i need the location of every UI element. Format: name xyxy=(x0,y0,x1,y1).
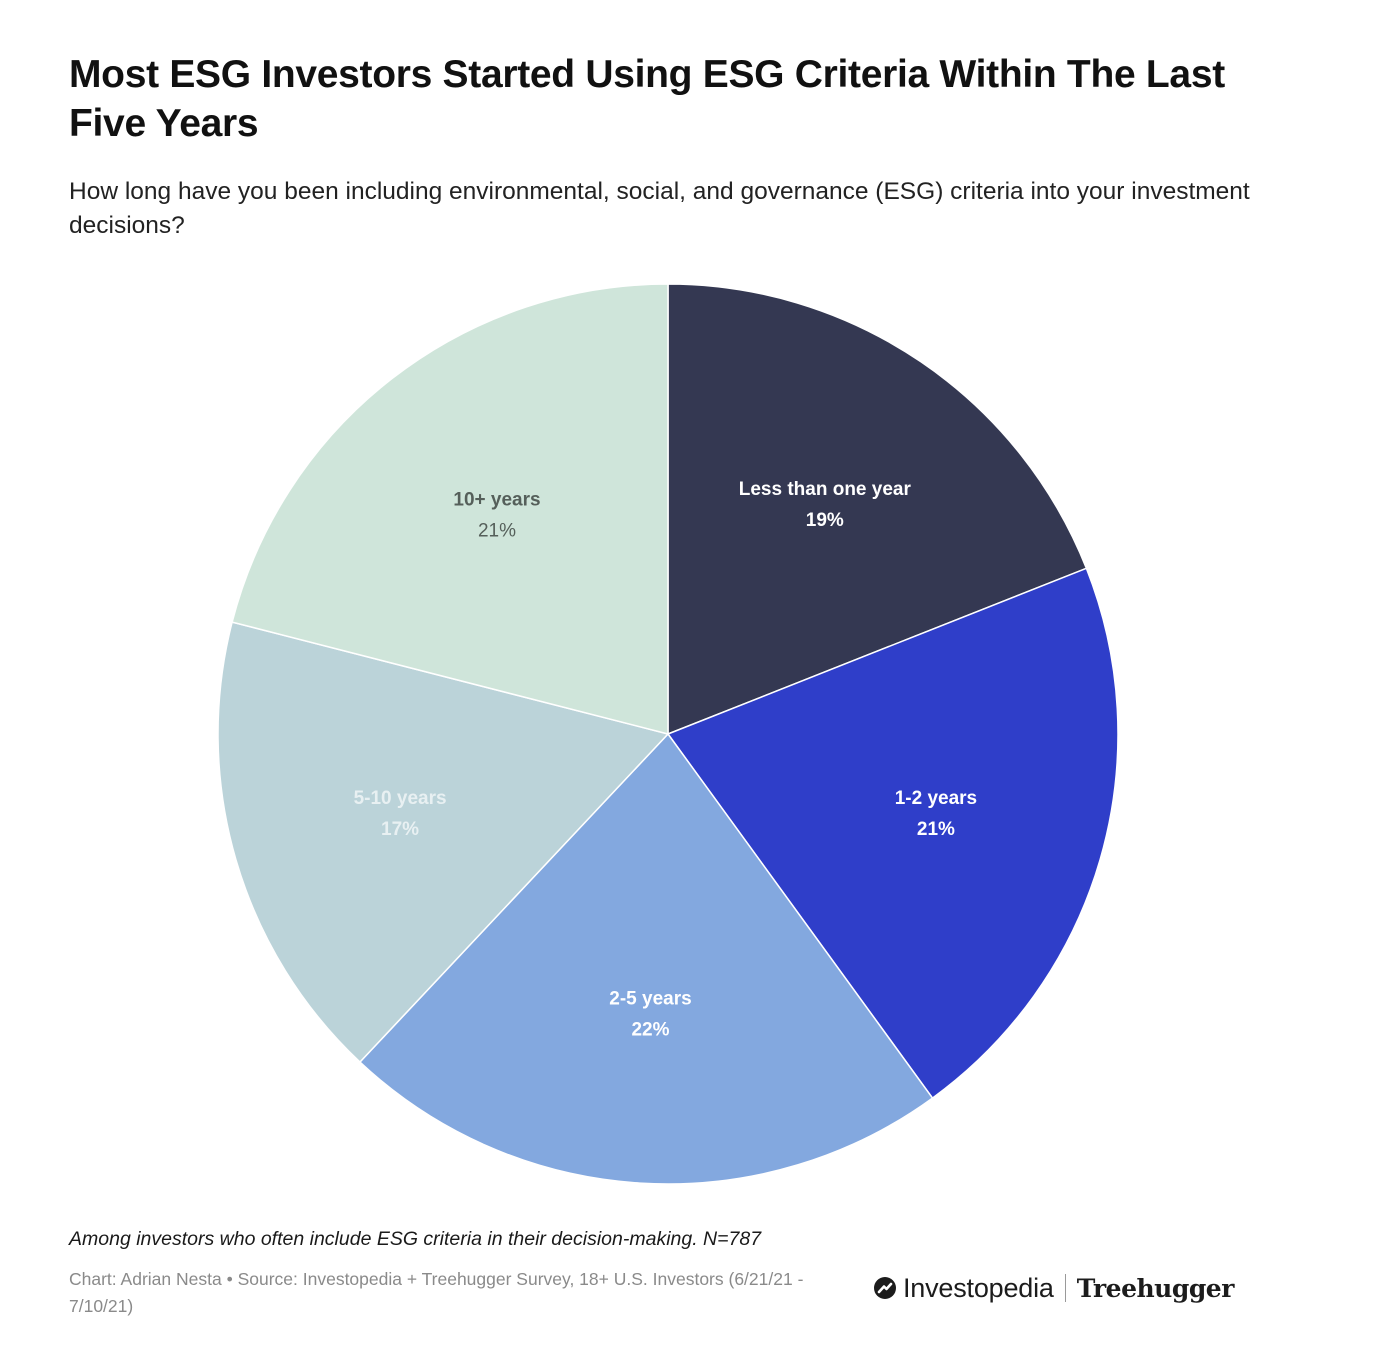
brand-logos: Investopedia Treehugger xyxy=(873,1271,1234,1305)
pie-slice-1[interactable] xyxy=(666,567,1119,1100)
brand-divider xyxy=(1064,1274,1066,1302)
slice-value-3: 17% xyxy=(381,819,419,840)
investopedia-mark-icon xyxy=(874,1277,896,1299)
source-credit: Chart: Adrian Nesta • Source: Investoped… xyxy=(69,1269,804,1316)
slice-value-2: 22% xyxy=(631,1019,669,1040)
slice-label-1: 1-2 years xyxy=(895,788,977,809)
slice-label-4: 10+ years xyxy=(453,490,540,511)
investopedia-logo: Investopedia xyxy=(873,1273,1054,1304)
investopedia-wordmark: Investopedia xyxy=(903,1272,1054,1303)
slice-value-0: 19% xyxy=(806,510,844,531)
treehugger-logo: Treehugger xyxy=(1076,1273,1235,1303)
slice-label-0: Less than one year xyxy=(739,479,912,500)
slice-label-3: 5-10 years xyxy=(354,788,447,809)
slice-value-1: 21% xyxy=(917,819,955,840)
slice-label-2: 2-5 years xyxy=(609,988,691,1009)
chart-subtitle: How long have you been including environ… xyxy=(69,178,1250,239)
pie-slice-0[interactable] xyxy=(667,283,1088,736)
slice-value-4: 21% xyxy=(478,521,516,542)
pie-slice-4[interactable] xyxy=(231,283,669,735)
pie-slice-3[interactable] xyxy=(217,621,670,1064)
sample-note: Among investors who often include ESG cr… xyxy=(69,1228,762,1250)
chart-title: Most ESG Investors Started Using ESG Cri… xyxy=(69,53,1225,145)
pie-slice-2[interactable] xyxy=(358,732,934,1185)
